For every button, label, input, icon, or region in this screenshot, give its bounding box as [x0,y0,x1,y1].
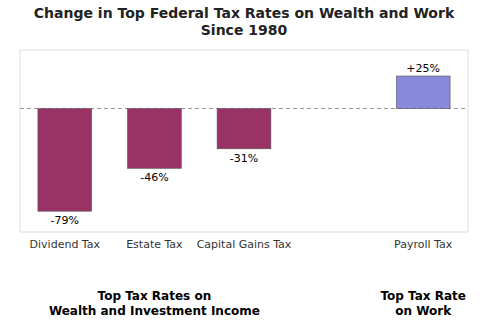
group-label-line: Top Tax Rates on [98,289,212,303]
data-label: -46% [140,171,168,184]
x-tick-label: Payroll Tax [394,238,453,251]
group-label-line: Wealth and Investment Income [49,304,260,318]
x-tick-label: Estate Tax [126,238,183,251]
bars [38,76,450,211]
data-label: -31% [230,152,258,165]
title: Change in Top Federal Tax Rates on Wealt… [34,5,455,38]
title-line: Change in Top Federal Tax Rates on Wealt… [34,5,455,21]
bar [396,76,450,109]
group-label: Top Tax Rateon Work [380,289,465,318]
data-label: +25% [406,62,440,75]
group-label-line: Top Tax Rate [380,289,465,303]
chart: Change in Top Federal Tax Rates on Wealt… [0,0,488,323]
bar [38,109,92,212]
group-label-line: on Work [395,304,452,318]
bar [128,109,182,169]
data-label: -79% [51,214,79,227]
group-label: Top Tax Rates onWealth and Investment In… [49,289,260,318]
x-tick-label: Capital Gains Tax [197,238,292,251]
bar [217,109,271,149]
x-tick-label: Dividend Tax [30,238,101,251]
plot-frame [20,50,468,232]
title-line: Since 1980 [201,22,288,38]
